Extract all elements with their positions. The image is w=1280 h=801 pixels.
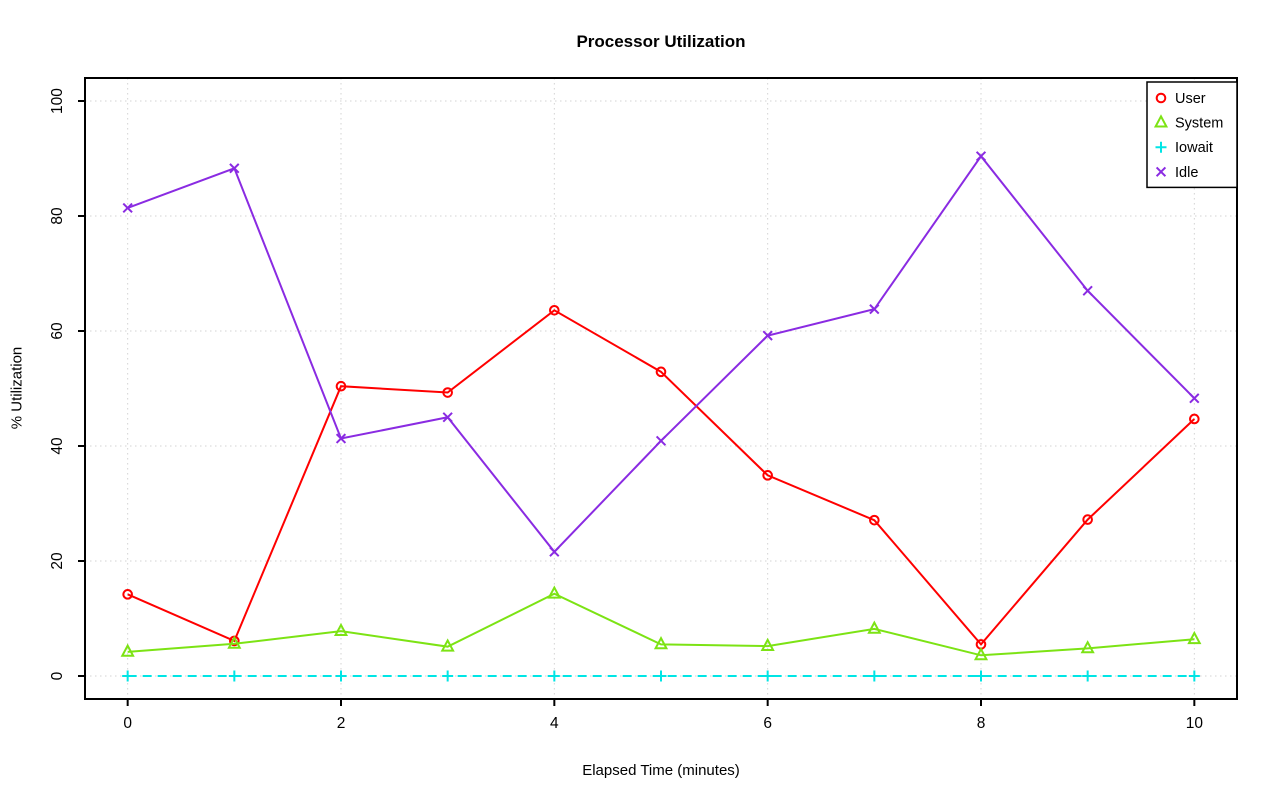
marker-idle — [335, 433, 347, 444]
marker-user — [122, 589, 133, 600]
marker-idle — [1082, 285, 1093, 296]
legend-label: User — [1175, 91, 1206, 107]
marker-iowait — [1082, 670, 1094, 682]
y-axis-label: % Utilization — [8, 346, 26, 430]
legend-marker-user — [1155, 92, 1167, 104]
chart-title: Processor Utilization — [576, 32, 746, 51]
marker-system — [973, 646, 989, 661]
x-axis-tick-label: 0 — [123, 715, 132, 732]
series-user — [122, 305, 1200, 650]
marker-iowait — [975, 670, 987, 682]
y-axis-tick-label: 80 — [49, 207, 66, 225]
x-axis-tick-label: 4 — [550, 715, 559, 732]
y-axis-tick-label: 40 — [49, 437, 66, 455]
x-axis-tick-label: 10 — [1186, 715, 1204, 732]
marker-system — [653, 636, 669, 650]
marker-idle — [869, 304, 880, 315]
marker-user — [442, 387, 453, 398]
x-axis-label: Elapsed Time (minutes) — [582, 762, 740, 779]
marker-user — [1082, 514, 1093, 525]
legend-marker-system — [1153, 114, 1169, 128]
legend-marker-idle — [1155, 166, 1167, 177]
series-line-user — [127, 309, 1196, 646]
marker-system — [120, 643, 135, 657]
x-axis-tick-label: 6 — [763, 715, 772, 732]
marker-idle — [549, 546, 560, 557]
marker-system — [440, 638, 455, 652]
marker-iowait — [655, 670, 667, 682]
legend-item-idle: Idle — [1155, 165, 1198, 181]
legend: User System Iowait Idle — [1146, 81, 1238, 189]
marker-system — [227, 635, 242, 649]
marker-user — [655, 366, 667, 378]
legend-item-system: System — [1153, 114, 1223, 132]
marker-idle — [442, 412, 453, 423]
marker-idle — [975, 151, 987, 162]
y-axis-tick-label: 0 — [49, 671, 66, 680]
marker-iowait — [335, 670, 347, 682]
legend-label: Idle — [1175, 165, 1198, 181]
marker-idle — [229, 163, 240, 174]
marker-idle — [762, 330, 773, 341]
marker-idle — [1189, 393, 1200, 404]
gridlines — [85, 78, 1237, 699]
series-idle — [122, 151, 1200, 557]
marker-iowait — [868, 670, 880, 682]
y-axis-tick-label: 20 — [49, 552, 66, 570]
plot-border — [84, 77, 1238, 700]
marker-system — [1187, 630, 1202, 645]
x-axis-tick-label: 2 — [337, 715, 346, 732]
marker-iowait — [1188, 670, 1200, 682]
legend-marker-iowait — [1155, 141, 1167, 153]
x-axis-tick-label: 8 — [977, 715, 986, 732]
marker-user — [549, 305, 560, 316]
marker-user — [762, 470, 773, 481]
legend-label: System — [1175, 116, 1223, 132]
series-line-system — [127, 592, 1195, 657]
legend-label: Iowait — [1175, 140, 1213, 156]
marker-system — [760, 637, 775, 651]
series-system — [120, 585, 1202, 661]
marker-user — [869, 514, 880, 526]
marker-iowait — [548, 670, 560, 682]
series-iowait — [122, 670, 1200, 682]
marker-system — [333, 622, 349, 637]
marker-user — [335, 380, 347, 392]
marker-system — [867, 620, 882, 634]
legend-item-user: User — [1155, 91, 1206, 107]
marker-idle — [122, 202, 133, 214]
marker-iowait — [122, 670, 134, 682]
marker-idle — [655, 435, 667, 446]
marker-iowait — [762, 670, 774, 682]
y-axis-tick-label: 100 — [49, 88, 66, 114]
marker-system — [547, 585, 562, 599]
marker-system — [1080, 640, 1095, 654]
marker-iowait — [228, 670, 240, 682]
marker-user — [1189, 413, 1200, 425]
legend-item-iowait: Iowait — [1155, 140, 1213, 156]
y-axis-tick-label: 60 — [49, 322, 66, 340]
marker-iowait — [442, 670, 454, 682]
